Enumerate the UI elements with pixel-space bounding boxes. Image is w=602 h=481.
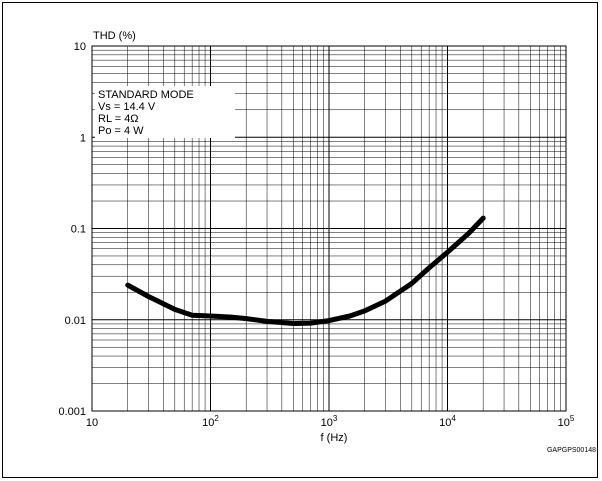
y-tick-label: 1 [80, 132, 86, 144]
y-tick-label: 10 [74, 41, 86, 53]
y-axis-label: THD (%) [93, 30, 136, 42]
plot-border [91, 45, 567, 412]
legend-line-vs: Vs = 14.4 V [98, 101, 156, 113]
thd-curve [125, 215, 486, 326]
x-axis-label: f (Hz) [321, 432, 348, 444]
figure-frame [2, 2, 598, 478]
legend-line-po: Po = 4 W [98, 125, 144, 137]
legend-line-mode: STANDARD MODE [98, 89, 194, 101]
x-tick-label: 104 [439, 414, 456, 429]
y-tick-label: 0.001 [58, 406, 86, 418]
y-tick-labels: 10 1 0.1 0.01 0.001 [58, 41, 86, 418]
legend-background [95, 86, 235, 138]
figure-code: GAPGPS00148 [547, 447, 596, 454]
x-tick-label: 102 [202, 414, 219, 429]
legend-line-rl: RL = 4Ω [98, 113, 139, 125]
legend: STANDARD MODE Vs = 14.4 V RL = 4Ω Po = 4… [95, 86, 235, 138]
x-tick-label: 105 [558, 414, 575, 429]
y-tick-label: 0.01 [65, 315, 86, 327]
x-tick-label: 10 [86, 417, 98, 429]
x-tick-labels: 10 102 103 104 105 [86, 414, 575, 429]
x-tick-label: 103 [321, 414, 338, 429]
y-tick-label: 0.1 [71, 224, 86, 236]
